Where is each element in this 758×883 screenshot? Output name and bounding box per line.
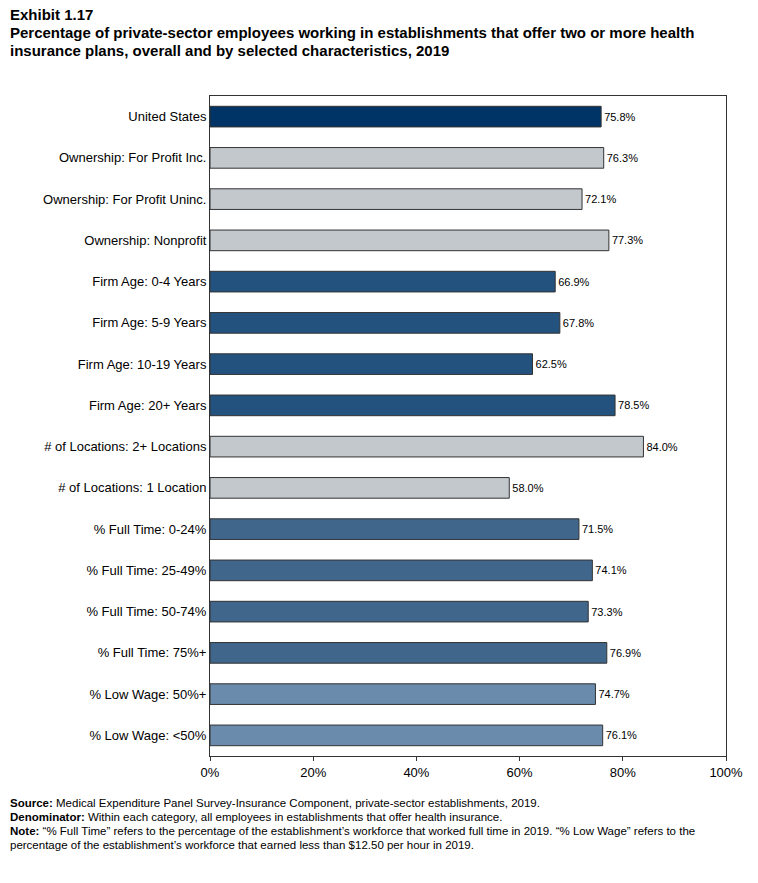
svg-text:67.8%: 67.8% — [563, 317, 594, 329]
svg-text:Ownership: For Profit Uninc.: Ownership: For Profit Uninc. — [43, 192, 206, 207]
svg-text:71.5%: 71.5% — [582, 523, 613, 535]
svg-text:0%: 0% — [201, 765, 220, 780]
svg-text:Ownership: For Profit Inc.: Ownership: For Profit Inc. — [59, 150, 206, 165]
svg-text:20%: 20% — [300, 765, 326, 780]
svg-text:58.0%: 58.0% — [512, 482, 543, 494]
svg-text:% Full Time: 0-24%: % Full Time: 0-24% — [94, 522, 207, 537]
svg-text:100%: 100% — [709, 765, 743, 780]
svg-text:Firm Age: 10-19 Years: Firm Age: 10-19 Years — [78, 357, 207, 372]
html-text:Exhibit 1.17: Exhibit 1.17 — [10, 6, 94, 23]
svg-text:77.3%: 77.3% — [612, 234, 643, 246]
svg-text:73.3%: 73.3% — [591, 606, 622, 618]
html-text:Source: Medical Expenditure Pa: Source: Medical Expenditure Panel Survey… — [10, 797, 540, 809]
html-text:Denominator: Within each categ: Denominator: Within each category, all e… — [10, 811, 503, 823]
svg-text:Firm Age: 20+ Years: Firm Age: 20+ Years — [89, 398, 207, 413]
svg-text:% Full Time: 25-49%: % Full Time: 25-49% — [86, 563, 206, 578]
svg-text:76.3%: 76.3% — [607, 152, 638, 164]
svg-text:84.0%: 84.0% — [646, 441, 677, 453]
svg-text:66.9%: 66.9% — [558, 276, 589, 288]
svg-text:74.1%: 74.1% — [595, 564, 626, 576]
svg-text:40%: 40% — [403, 765, 429, 780]
svg-text:% Low Wage: 50%+: % Low Wage: 50%+ — [89, 687, 206, 702]
svg-text:% Full Time: 75%+: % Full Time: 75%+ — [98, 645, 207, 660]
svg-text:% Full Time: 50-74%: % Full Time: 50-74% — [86, 604, 206, 619]
svg-text:60%: 60% — [507, 765, 533, 780]
svg-text:76.1%: 76.1% — [606, 729, 637, 741]
svg-text:# of Locations: 2+ Locations: # of Locations: 2+ Locations — [44, 439, 207, 454]
svg-text:Firm Age: 0-4 Years: Firm Age: 0-4 Years — [92, 274, 207, 289]
svg-text:Ownership: Nonprofit: Ownership: Nonprofit — [84, 233, 206, 248]
svg-text:# of Locations: 1 Location: # of Locations: 1 Location — [58, 480, 206, 495]
svg-text:80%: 80% — [610, 765, 636, 780]
svg-text:72.1%: 72.1% — [585, 193, 616, 205]
svg-text:% Low Wage: <50%: % Low Wage: <50% — [89, 728, 206, 743]
svg-text:Firm Age: 5-9 Years: Firm Age: 5-9 Years — [92, 315, 207, 330]
html-text:Percentage of private-sector e: Percentage of private-sector employees w… — [10, 24, 695, 59]
svg-text:76.9%: 76.9% — [610, 647, 641, 659]
svg-text:78.5%: 78.5% — [618, 399, 649, 411]
svg-text:United States: United States — [128, 109, 207, 124]
svg-text:74.7%: 74.7% — [598, 688, 629, 700]
html-text:Note: “% Full Time” refers to: Note: “% Full Time” refers to the percen… — [10, 825, 696, 851]
svg-text:62.5%: 62.5% — [536, 358, 567, 370]
svg-text:75.8%: 75.8% — [604, 111, 635, 123]
